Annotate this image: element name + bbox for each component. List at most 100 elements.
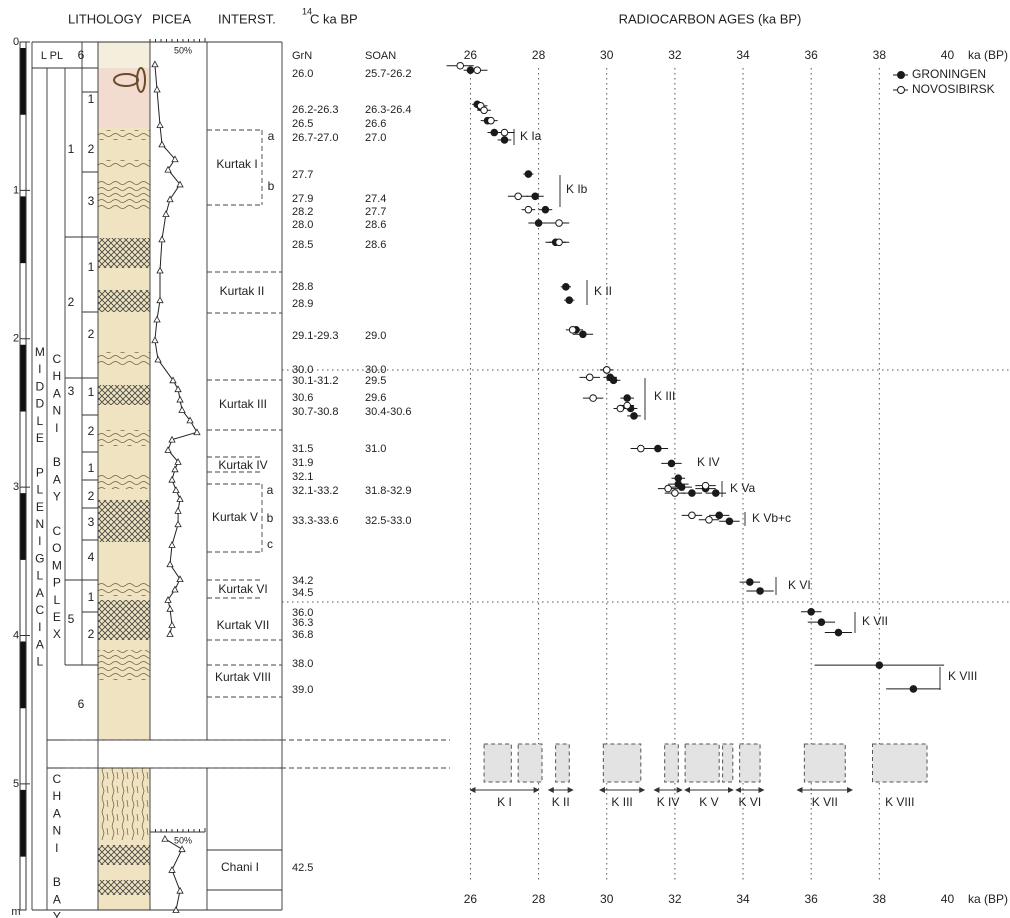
x-tick-label-bottom: 40	[941, 892, 955, 906]
age-grn: 26.7-27.0	[292, 132, 338, 144]
data-point	[746, 578, 754, 586]
interstadial-name: a	[268, 129, 275, 143]
data-point	[541, 205, 550, 214]
subunit-label: 1	[88, 260, 95, 274]
x-tick-label-bottom: 32	[668, 892, 682, 906]
data-point	[623, 401, 631, 410]
unit-label: 1	[68, 142, 75, 156]
picea-marker	[164, 446, 172, 453]
picea-tick-label: 50%	[174, 45, 192, 55]
interstadial-box	[483, 743, 512, 783]
data-point	[565, 296, 574, 304]
picea-marker	[176, 395, 184, 403]
interstadial-box	[602, 743, 642, 783]
interstadial-label: K IV	[657, 795, 680, 809]
cluster-label: K Ib	[566, 182, 588, 196]
interstadial-label: K II	[552, 795, 570, 809]
age-grn: 30.1-31.2	[292, 375, 338, 387]
data-point	[579, 330, 587, 339]
legend-marker	[897, 71, 905, 79]
lower-unit-label: CHANI BAY	[50, 772, 64, 918]
data-point	[664, 484, 672, 493]
subunit-label: 3	[88, 515, 95, 529]
picea-marker	[174, 458, 182, 465]
picea-marker	[161, 834, 169, 842]
interstadial-name: c	[267, 537, 273, 551]
subunit-label: 2	[88, 327, 95, 341]
age-grn: 28.5	[292, 239, 313, 251]
data-point	[715, 511, 723, 520]
age-grn: 32.1	[292, 471, 313, 483]
unit-label: 2	[68, 295, 75, 309]
legend-label: GRONINGEN	[912, 67, 986, 81]
stage-label: MIDDLE PLENIGLACIAL	[33, 345, 47, 672]
x-tick-label-bottom: 26	[464, 892, 478, 906]
interstadial-box	[517, 743, 543, 783]
interstadial-name: Kurtak VII	[217, 618, 270, 632]
picea-marker	[174, 507, 182, 514]
header-lithology: LITHOLOGY	[68, 11, 143, 26]
cluster-label: K Va	[730, 481, 755, 495]
age-grn: 39.0	[292, 684, 313, 696]
age-grn: 26.5	[292, 118, 313, 130]
picea-marker	[169, 376, 177, 384]
column-frame	[31, 41, 1010, 911]
x-tick-label-top: 34	[736, 48, 750, 62]
interstadial-box	[739, 743, 761, 783]
picea-marker	[154, 355, 162, 363]
age-grn: 28.9	[292, 298, 313, 310]
x-tick-label-top: 40	[941, 48, 955, 62]
age-grn: 34.2	[292, 575, 313, 587]
cluster-label: K VII	[862, 614, 888, 628]
picea-marker	[151, 60, 159, 68]
age-soan: 28.6	[365, 239, 386, 251]
picea-marker	[168, 541, 176, 548]
cluster-label: K III	[654, 389, 675, 403]
data-point	[555, 219, 563, 227]
picea-marker	[168, 475, 176, 483]
depth-bar	[20, 196, 26, 264]
data-point	[456, 61, 465, 70]
legend-marker	[897, 86, 905, 94]
interstadial-label: K I	[497, 795, 512, 809]
interstadial-label: K V	[699, 795, 718, 809]
interstadial-box	[684, 743, 720, 783]
age-grn: 28.0	[292, 219, 313, 231]
age-soan: 30.0	[365, 364, 386, 376]
age-grn: 28.8	[292, 281, 313, 293]
data-point	[589, 394, 597, 402]
x-tick-label-bottom: 30	[600, 892, 614, 906]
cluster-label: K Vb+c	[752, 511, 791, 525]
x-tick-label-bottom: 38	[873, 892, 887, 906]
age-grn: 38.0	[292, 658, 313, 670]
picea-marker	[176, 180, 184, 188]
age-grn: 34.5	[292, 587, 313, 599]
x-tick-label-top: 30	[600, 48, 614, 62]
cluster-label: K VIII	[948, 669, 977, 683]
age-soan: 29.0	[365, 330, 386, 342]
interstadial-label: K VI	[739, 795, 762, 809]
chart-title: RADIOCARBON AGES (ka BP)	[619, 11, 802, 26]
depth-bar	[20, 493, 26, 560]
data-point	[834, 628, 843, 637]
subunit-label: 3	[88, 194, 95, 208]
picea-marker	[176, 575, 184, 583]
age-soan: 29.5	[365, 375, 386, 387]
interstadial-box	[803, 743, 846, 783]
data-point	[909, 685, 918, 693]
interstadial-name: Kurtak V	[212, 510, 258, 524]
interstadial-box	[664, 743, 679, 783]
interstadial-box	[722, 743, 734, 783]
age-grn: 30.0	[292, 364, 313, 376]
data-point	[602, 366, 611, 374]
age-grn: 33.3-33.6	[292, 515, 338, 527]
age-grn: 27.7	[292, 169, 313, 181]
picea-tick-label: 50%	[174, 835, 192, 845]
subunit-label: 1	[88, 92, 95, 106]
age-soan: 30.4-30.6	[365, 406, 411, 418]
data-point	[671, 489, 679, 497]
picea-marker	[171, 465, 179, 473]
picea-marker	[193, 428, 201, 436]
picea-marker	[176, 886, 184, 894]
